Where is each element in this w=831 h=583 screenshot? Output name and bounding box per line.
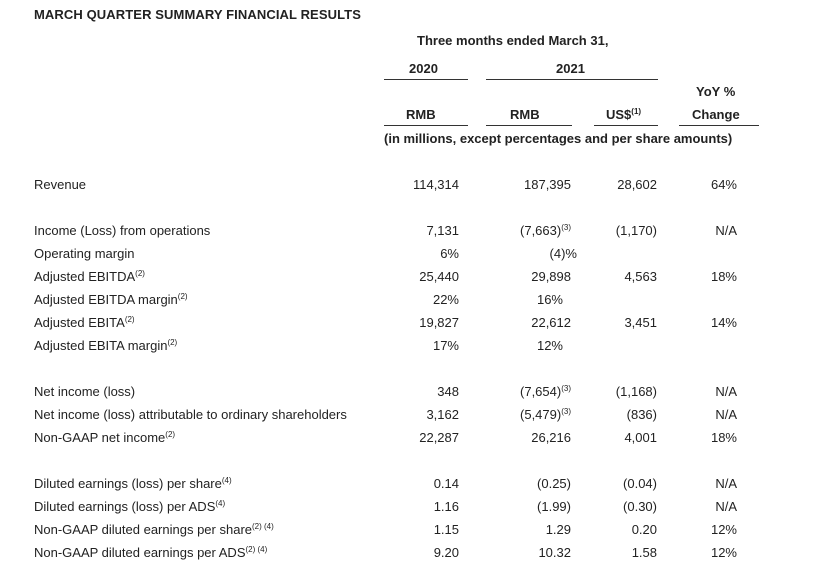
value-yoy: N/A (715, 499, 737, 514)
table-row: Net income (loss) 348 (7,654)(3) (1,168)… (0, 384, 831, 406)
value-2020: 9.20 (433, 545, 459, 560)
value-usd: (1,168) (615, 384, 657, 399)
row-label: Adjusted EBITA(2) (34, 315, 135, 330)
usd-header: US$(1) (606, 107, 642, 122)
value-yoy: 12% (710, 522, 737, 537)
table-row: Income (Loss) from operations 7,131 (7,6… (0, 223, 831, 245)
value-yoy: N/A (715, 223, 737, 238)
value-yoy: 14% (710, 315, 737, 330)
units-note: (in millions, except percentages and per… (384, 131, 733, 146)
year-2020-rule (384, 79, 468, 80)
yoy-header-line1: YoY % (696, 84, 736, 99)
yoy-header-line2: Change (692, 107, 740, 122)
table-row: Non-GAAP net income(2) 22,287 26,216 4,0… (0, 430, 831, 452)
value-2020: 3,162 (426, 407, 459, 422)
table-row: Non-GAAP diluted earnings per ADS(2) (4)… (0, 545, 831, 567)
value-2020: 114,314 (412, 177, 459, 192)
value-usd: 4,001 (624, 430, 657, 445)
value-2020: 17% (432, 338, 459, 353)
value-yoy: 18% (710, 269, 737, 284)
value-yoy: N/A (715, 407, 737, 422)
table-row: Non-GAAP diluted earnings per share(2) (… (0, 522, 831, 544)
value-2020: 1.15 (433, 522, 459, 537)
value-2020: 7,131 (426, 223, 459, 238)
row-label: Revenue (34, 177, 87, 192)
value-2021: (0.25) (537, 476, 571, 491)
value-2021: 12% (536, 338, 563, 353)
table-row: Net income (loss) attributable to ordina… (0, 407, 831, 429)
period-header: Three months ended March 31, (417, 33, 609, 48)
yoy-rule (679, 125, 759, 126)
value-2021: 187,395 (524, 177, 571, 192)
row-label: Operating margin (34, 246, 135, 261)
rmb-2020-rule (384, 125, 468, 126)
value-2020: 6% (440, 246, 459, 261)
table-row: Adjusted EBITA(2) 19,827 22,612 3,451 14… (0, 315, 831, 337)
row-label: Diluted earnings (loss) per share(4) (34, 476, 232, 491)
year-2020-header: 2020 (409, 61, 438, 76)
value-2021: 29,898 (531, 269, 571, 284)
value-2021: 1.29 (545, 522, 571, 537)
row-label: Income (Loss) from operations (34, 223, 211, 238)
value-2020: 19,827 (419, 315, 459, 330)
rmb-2020-header: RMB (406, 107, 436, 122)
table-row: Adjusted EBITDA margin(2) 22% 16% (0, 292, 831, 314)
value-yoy: N/A (715, 476, 737, 491)
value-usd: 0.20 (631, 522, 657, 537)
value-2021: (7,663)(3) (520, 223, 571, 238)
year-2021-rule (486, 79, 658, 80)
value-yoy: 12% (710, 545, 737, 560)
value-2021: (5,479)(3) (520, 407, 571, 422)
value-2021: (1.99) (537, 499, 571, 514)
value-2021: 26,216 (531, 430, 571, 445)
row-label: Adjusted EBITDA margin(2) (34, 292, 188, 307)
row-label: Net income (loss) (34, 384, 136, 399)
value-2020: 1.16 (433, 499, 459, 514)
value-2020: 22% (432, 292, 459, 307)
rmb-2021-rule (486, 125, 572, 126)
row-label: Diluted earnings (loss) per ADS(4) (34, 499, 226, 514)
year-2021-header: 2021 (556, 61, 585, 76)
value-2020: 25,440 (419, 269, 459, 284)
value-2020: 348 (437, 384, 459, 399)
row-label: Non-GAAP net income(2) (34, 430, 176, 445)
value-2021: 22,612 (531, 315, 571, 330)
rmb-2021-header: RMB (510, 107, 540, 122)
value-usd: (836) (626, 407, 657, 422)
value-yoy: 18% (710, 430, 737, 445)
table-row: Diluted earnings (loss) per ADS(4) 1.16 … (0, 499, 831, 521)
value-2021: (7,654)(3) (520, 384, 571, 399)
row-label: Net income (loss) attributable to ordina… (34, 407, 347, 422)
table-row: Diluted earnings (loss) per share(4) 0.1… (0, 476, 831, 498)
value-2021: (4)% (549, 246, 577, 261)
value-usd: (0.30) (623, 499, 657, 514)
usd-rule (594, 125, 658, 126)
row-label: Adjusted EBITA margin(2) (34, 338, 178, 353)
report-title: MARCH QUARTER SUMMARY FINANCIAL RESULTS (34, 7, 361, 22)
value-usd: (1,170) (615, 223, 657, 238)
value-2020: 0.14 (433, 476, 459, 491)
table-row: Revenue 114,314 187,395 28,602 64% (0, 177, 831, 199)
table-row: Adjusted EBITDA(2) 25,440 29,898 4,563 1… (0, 269, 831, 291)
value-yoy: N/A (715, 384, 737, 399)
row-label: Non-GAAP diluted earnings per share(2) (… (34, 522, 274, 537)
value-usd: 4,563 (624, 269, 657, 284)
table-row: Operating margin 6% (4)% (0, 246, 831, 268)
value-usd: (0.04) (623, 476, 657, 491)
value-usd: 3,451 (624, 315, 657, 330)
value-2020: 22,287 (419, 430, 459, 445)
row-label: Adjusted EBITDA(2) (34, 269, 145, 284)
value-usd: 28,602 (617, 177, 657, 192)
row-label: Non-GAAP diluted earnings per ADS(2) (4) (34, 545, 268, 560)
value-2021: 16% (536, 292, 563, 307)
value-usd: 1.58 (631, 545, 657, 560)
value-yoy: 64% (710, 177, 737, 192)
table-row: Adjusted EBITA margin(2) 17% 12% (0, 338, 831, 360)
value-2021: 10.32 (538, 545, 571, 560)
